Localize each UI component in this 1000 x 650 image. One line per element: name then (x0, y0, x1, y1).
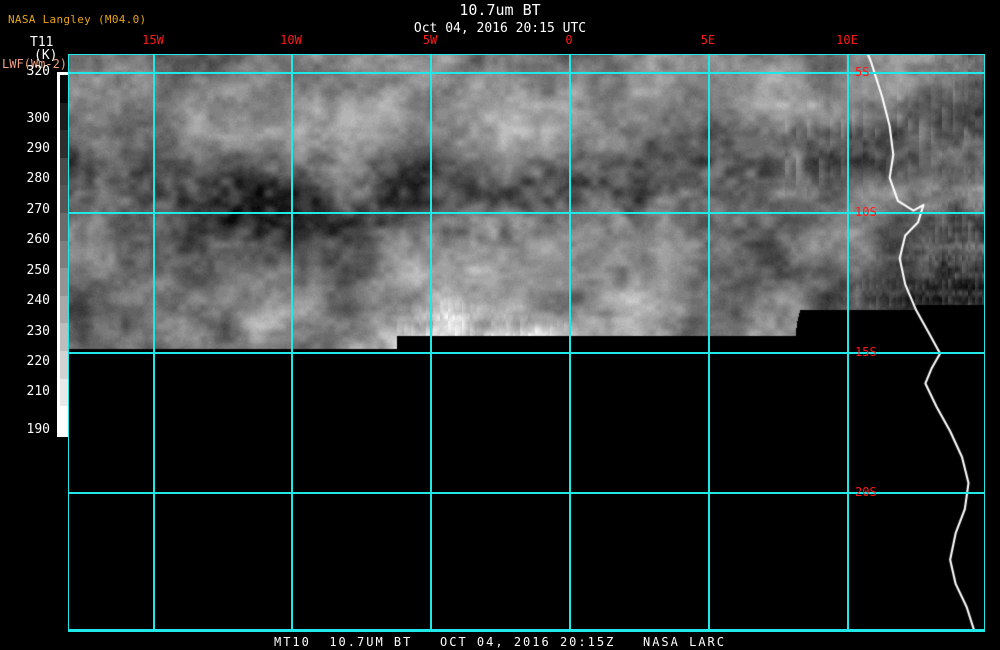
colorbar-tick: 320 (26, 64, 50, 79)
gridline-lon (569, 54, 571, 630)
colorbar-tick: 220 (26, 353, 50, 369)
colorbar-tick: 300 (26, 110, 50, 126)
colorbar-unit: (K) (34, 48, 58, 63)
footer-caption: MT10 10.7UM BT OCT 04, 2016 20:15Z NASA … (273, 635, 726, 649)
gridline-lon (847, 54, 849, 630)
gridline-lat (68, 352, 985, 354)
page-title: 10.7um BT (459, 1, 541, 19)
longitude-label: 5W (422, 33, 438, 47)
gridline-lat (68, 212, 985, 214)
latitude-label: 5S (855, 65, 870, 79)
longitude-label: 10E (836, 33, 858, 47)
colorbar-tick: 240 (26, 293, 50, 309)
latitude-label: 10S (855, 205, 877, 219)
latitude-label: 20S (855, 485, 877, 499)
satellite-image-panel[interactable] (68, 54, 985, 630)
gridline-lon (153, 54, 155, 630)
longitude-label: 0 (565, 33, 573, 47)
gridline-lat (68, 492, 985, 494)
longitude-label: 5E (700, 33, 716, 47)
gridline-lon (291, 54, 293, 630)
colorbar-tick: 190 (26, 422, 50, 437)
agency-watermark: NASA Langley (M04.0) (8, 13, 147, 26)
colorbar-tick: 270 (26, 201, 50, 217)
brightness-temperature-raster (68, 54, 985, 630)
colorbar-alt-title: LWF(Wm-2) (2, 57, 68, 71)
colorbar-title: T11 (30, 35, 54, 50)
longitude-label: 15W (142, 33, 164, 47)
colorbar-tick: 210 (26, 384, 50, 400)
footer-divider (68, 630, 985, 632)
gridline-lon (430, 54, 432, 630)
colorbar-tick: 230 (26, 323, 50, 339)
longitude-label: 10W (280, 33, 302, 47)
colorbar-tick: 260 (26, 232, 50, 248)
colorbar-tick: 290 (26, 140, 50, 156)
gridline-lat (68, 72, 985, 74)
colorbar-tick: 250 (26, 262, 50, 278)
colorbar-tick: 280 (26, 171, 50, 187)
page-subtitle: Oct 04, 2016 20:15 UTC (413, 21, 587, 36)
latitude-label: 15S (855, 345, 877, 359)
gridline-lon (708, 54, 710, 630)
